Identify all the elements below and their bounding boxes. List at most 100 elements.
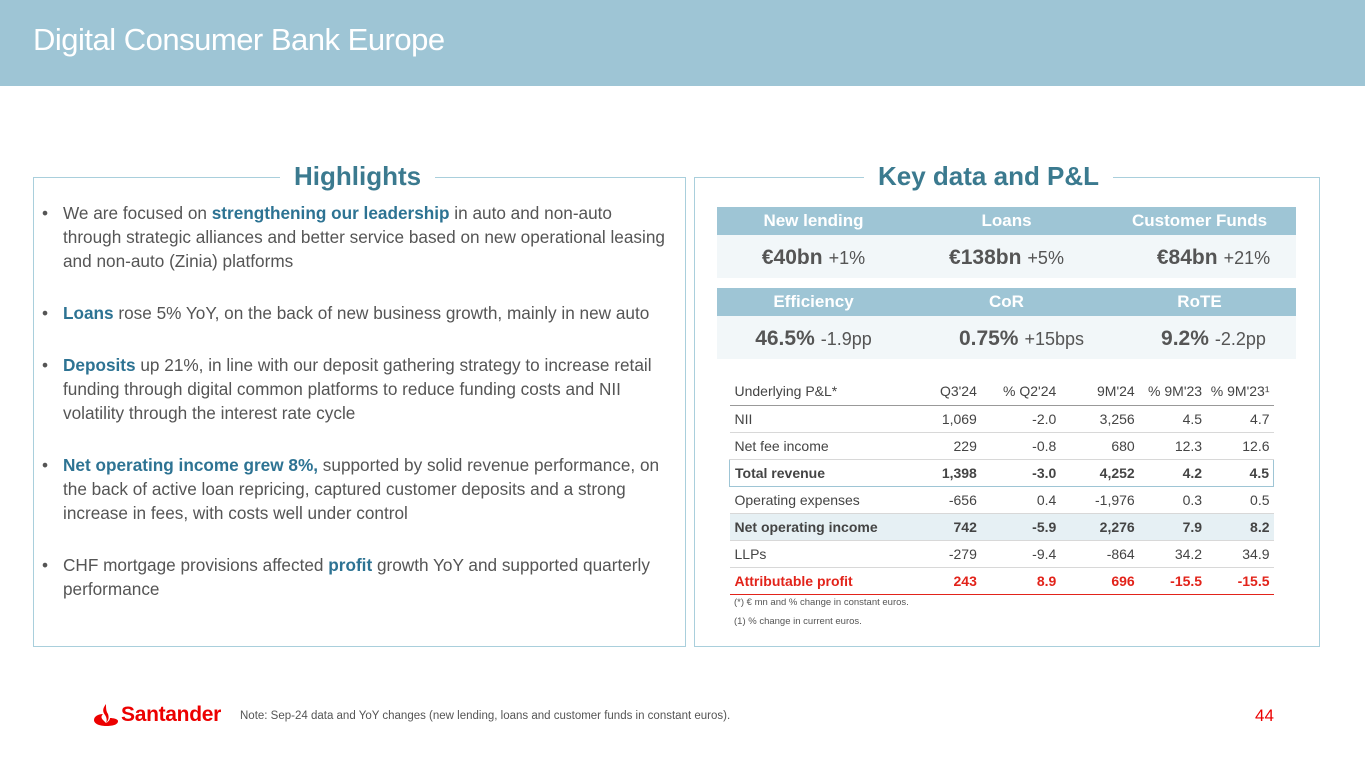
table-row: Operating expenses -656 0.4 -1,976 0.3 0… xyxy=(729,486,1274,514)
table-cell: 243 xyxy=(908,567,979,595)
column-header: Q3'24 xyxy=(908,378,979,406)
bullet-text: up 21%, in line with our deposit gatheri… xyxy=(63,355,652,423)
kpi-label-efficiency: Efficiency xyxy=(773,292,854,311)
highlights-title: Highlights xyxy=(280,158,436,194)
table-cell: 8.9 xyxy=(978,567,1061,595)
kpi-label-customer-funds: Customer Funds xyxy=(1131,211,1268,230)
table-row-attributable-profit: Attributable profit 243 8.9 696 -15.5 -1… xyxy=(729,567,1274,595)
header-bar xyxy=(0,0,1365,86)
column-header: % Q2'24 xyxy=(978,378,1061,406)
table-cell: 742 xyxy=(908,513,979,541)
bullet-text: CHF mortgage provisions affected xyxy=(63,555,329,575)
bullet-emphasis: profit xyxy=(328,555,373,575)
kpi-value: €40bn xyxy=(761,246,823,269)
table-cell: 4.5 xyxy=(1138,405,1207,433)
row-label: Net fee income xyxy=(729,432,909,460)
table-row: Net fee income 229 -0.8 680 12.3 12.6 xyxy=(729,432,1274,460)
page-number: 44 xyxy=(1255,706,1274,725)
kpi-loans: €138bn +5% xyxy=(910,235,1103,282)
highlight-bullet: We are focused on strengthening our lead… xyxy=(42,201,672,273)
table-cell: 0.4 xyxy=(978,486,1061,514)
kpi-label-cor: CoR xyxy=(989,292,1024,311)
column-header: % 9M'23 xyxy=(1138,378,1207,406)
kpi-change: -2.2pp xyxy=(1214,329,1266,349)
table-cell: 4.5 xyxy=(1206,458,1275,487)
kpi-change: -1.9pp xyxy=(820,329,872,349)
page-title: Digital Consumer Bank Europe xyxy=(33,22,445,57)
table-cell: 7.9 xyxy=(1138,513,1207,541)
table-cell: 0.3 xyxy=(1138,486,1207,514)
kpi-header-row: New lending Loans Customer Funds xyxy=(717,207,1296,235)
kpi-change: +21% xyxy=(1223,248,1271,268)
table-cell: 3,256 xyxy=(1060,405,1139,433)
column-header: 9M'24 xyxy=(1060,378,1139,406)
bullet-emphasis: Net operating income grew 8%, xyxy=(63,455,319,475)
bullet-text: in auto and non-auto through strategic a… xyxy=(63,203,665,271)
table-cell: -864 xyxy=(1060,540,1139,568)
highlight-bullet: CHF mortgage provisions affected profit … xyxy=(42,553,672,601)
table-row: LLPs -279 -9.4 -864 34.2 34.9 xyxy=(729,540,1274,568)
table-cell: 12.3 xyxy=(1138,432,1207,460)
column-header: % 9M'23¹ xyxy=(1206,378,1274,406)
table-row: NII 1,069 -2.0 3,256 4.5 4.7 xyxy=(729,405,1274,433)
highlight-bullet: Loans rose 5% YoY, on the back of new bu… xyxy=(42,301,672,325)
table-row-net-operating-income: Net operating income 742 -5.9 2,276 7.9 … xyxy=(729,513,1274,541)
highlights-list: We are focused on strengthening our lead… xyxy=(42,201,672,629)
row-label: Total revenue xyxy=(729,458,909,487)
table-cell: -0.8 xyxy=(978,432,1061,460)
kpi-value: 9.2% xyxy=(1161,327,1209,350)
kpi-customer-funds: €84bn +21% xyxy=(1117,235,1310,282)
flame-icon xyxy=(94,704,118,726)
bullet-emphasis: Deposits xyxy=(63,355,136,375)
table-cell: -15.5 xyxy=(1206,567,1274,595)
table-cell: -656 xyxy=(908,486,979,514)
kpi-change: +15bps xyxy=(1024,329,1085,349)
row-label: Attributable profit xyxy=(729,567,909,595)
pl-table: Underlying P&L* Q3'24 % Q2'24 9M'24 % 9M… xyxy=(729,378,1275,595)
table-cell: -5.9 xyxy=(978,513,1061,541)
santander-logo: Santander xyxy=(93,701,228,729)
kpi-value: 0.75% xyxy=(958,327,1019,350)
table-cell: -2.0 xyxy=(978,405,1061,433)
row-label: LLPs xyxy=(729,540,909,568)
footer-note: Note: Sep-24 data and YoY changes (new l… xyxy=(240,710,731,722)
kpi-value-row: €40bn +1% €138bn +5% €84bn +21% xyxy=(717,235,1296,278)
table-footnote: (*) € mn and % change in constant euros. xyxy=(734,597,909,608)
kpi-value: €84bn xyxy=(1156,246,1218,269)
table-cell: -3.0 xyxy=(978,458,1061,487)
table-row-total-revenue: Total revenue 1,398 -3.0 4,252 4.2 4.5 xyxy=(729,458,1275,487)
table-footnote: (1) % change in current euros. xyxy=(734,616,862,627)
keydata-title: Key data and P&L xyxy=(864,158,1114,194)
table-cell: -1,976 xyxy=(1060,486,1139,514)
kpi-label-new-lending: New lending xyxy=(763,211,864,230)
table-cell: 680 xyxy=(1060,432,1139,460)
column-header: Underlying P&L* xyxy=(729,378,909,406)
bullet-text: growth YoY and supported quarterly perfo… xyxy=(63,555,650,599)
table-cell: 4,252 xyxy=(1060,458,1139,487)
kpi-value: €138bn xyxy=(949,246,1022,269)
bullet-text: supported by solid revenue performance, … xyxy=(63,455,660,523)
table-cell: -279 xyxy=(908,540,979,568)
kpi-value: 46.5% xyxy=(755,327,815,350)
kpi-change: +1% xyxy=(828,248,866,268)
table-cell: 2,276 xyxy=(1060,513,1139,541)
kpi-label-loans: Loans xyxy=(981,211,1032,230)
table-cell: 0.5 xyxy=(1206,486,1274,514)
bullet-emphasis: strengthening our leadership xyxy=(211,203,450,223)
table-cell: 1,069 xyxy=(908,405,979,433)
kpi-label-rote: RoTE xyxy=(1177,292,1222,311)
logo-wordmark: Santander xyxy=(121,703,221,726)
highlight-bullet: Deposits up 21%, in line with our deposi… xyxy=(42,353,672,425)
bullet-text: We are focused on xyxy=(63,203,212,223)
row-label: Operating expenses xyxy=(729,486,909,514)
bullet-emphasis: Loans xyxy=(63,303,114,323)
kpi-new-lending: €40bn +1% xyxy=(717,235,910,282)
table-cell: 4.7 xyxy=(1206,405,1274,433)
table-cell: -9.4 xyxy=(978,540,1061,568)
kpi-change: +5% xyxy=(1027,248,1064,268)
kpi-rote: 9.2% -2.2pp xyxy=(1117,316,1310,363)
bullet-text: rose 5% YoY, on the back of new business… xyxy=(113,303,650,323)
table-cell: 1,398 xyxy=(908,458,979,487)
kpi-cor: 0.75% +15bps xyxy=(925,316,1118,363)
table-cell: 12.6 xyxy=(1206,432,1274,460)
